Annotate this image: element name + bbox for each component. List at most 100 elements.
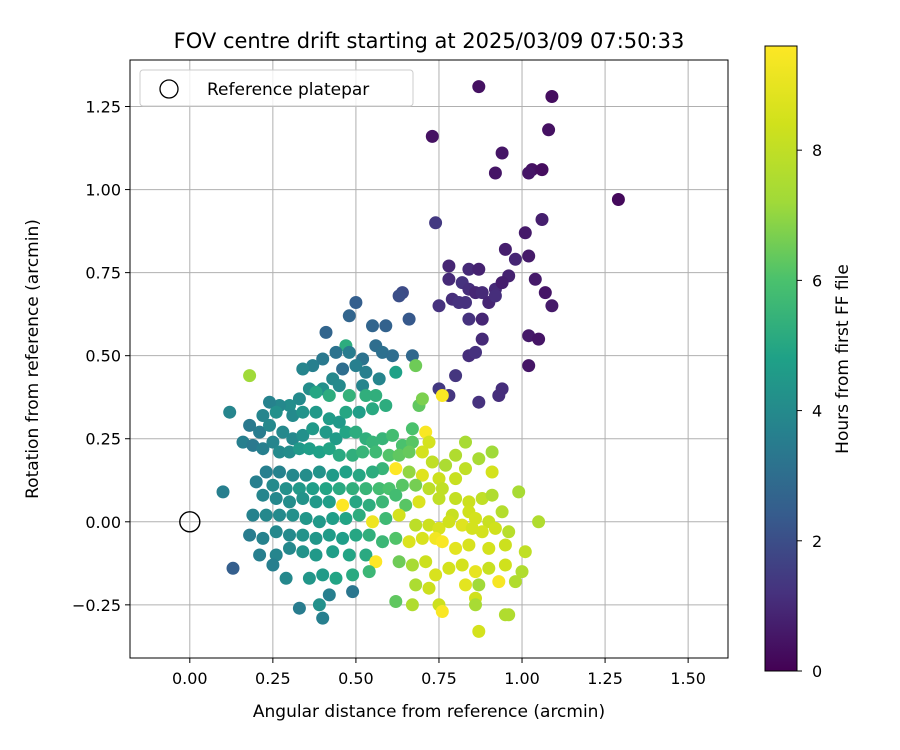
data-point [312, 515, 326, 529]
data-point [386, 349, 399, 363]
data-point [372, 372, 386, 386]
data-point [376, 462, 389, 476]
legend: Reference platepar [139, 69, 414, 107]
data-point [522, 359, 536, 373]
data-point [459, 578, 472, 592]
data-point [389, 462, 403, 476]
data-point [435, 482, 449, 496]
data-point [309, 548, 323, 562]
data-point [432, 521, 446, 535]
data-point [392, 508, 406, 522]
x-tick-label: 0.25 [255, 669, 291, 688]
data-point [402, 535, 416, 549]
data-point [366, 435, 379, 449]
data-point [336, 362, 350, 376]
data-point [299, 512, 313, 525]
data-point [498, 538, 512, 552]
data-point [442, 561, 456, 575]
data-point [296, 528, 310, 542]
data-point [309, 405, 323, 419]
data-point [332, 482, 346, 496]
data-point [359, 365, 373, 379]
data-point [329, 571, 343, 585]
reference-marker-layer [179, 511, 201, 533]
data-point [286, 508, 300, 522]
data-point [419, 555, 433, 569]
y-axis-ticks: −0.25 0.00 0.25 0.50 0.75 1.00 1.25 [72, 98, 130, 615]
data-point [518, 545, 532, 559]
data-point [352, 508, 366, 522]
data-point [515, 565, 529, 579]
data-point [532, 332, 546, 346]
data-point [349, 359, 363, 373]
data-point [498, 242, 512, 256]
data-point [273, 465, 286, 479]
data-point [522, 329, 536, 343]
data-point [263, 418, 276, 432]
x-axis-ticks: 0.00 0.25 0.50 0.75 1.00 1.25 1.50 [172, 658, 706, 688]
data-point [455, 518, 469, 532]
data-point [492, 575, 506, 589]
data-point [459, 435, 472, 449]
data-point [459, 462, 472, 476]
y-tick-label: 1.25 [85, 98, 121, 117]
data-point [319, 425, 333, 439]
data-point [292, 601, 306, 615]
data-point [395, 478, 409, 492]
data-point [269, 492, 283, 505]
colorbar-tick-label: 2 [812, 532, 822, 551]
data-point [359, 389, 373, 402]
data-point [432, 492, 446, 505]
data-point [498, 558, 512, 572]
data-point [502, 525, 516, 539]
data-point [316, 611, 330, 625]
data-point [442, 259, 456, 273]
data-point [535, 163, 549, 177]
data-point [435, 389, 449, 402]
data-point [425, 455, 439, 469]
data-point [302, 442, 316, 456]
data-point [279, 482, 293, 496]
data-point [362, 565, 376, 579]
y-tick-label: 0.00 [85, 513, 121, 532]
data-point [349, 296, 363, 309]
data-point [246, 438, 260, 452]
data-point [545, 90, 559, 103]
data-point [482, 541, 496, 555]
data-point [269, 525, 283, 539]
data-point [409, 478, 423, 492]
data-point [329, 345, 343, 359]
data-point [322, 412, 336, 426]
data-point [322, 495, 336, 509]
data-point [492, 389, 506, 402]
data-point [296, 405, 310, 419]
data-point [462, 495, 476, 509]
data-point [322, 389, 336, 402]
data-point [359, 482, 373, 496]
data-point [243, 418, 257, 432]
data-point [332, 448, 346, 462]
data-point [389, 531, 403, 545]
data-points [216, 80, 625, 638]
data-point [322, 528, 336, 542]
data-point [306, 359, 320, 373]
data-point [376, 535, 389, 549]
data-point [292, 392, 306, 406]
data-point [286, 468, 300, 482]
data-point [346, 585, 360, 599]
data-point [336, 498, 350, 512]
data-point [402, 445, 416, 459]
colorbar-tick-label: 0 [812, 662, 822, 681]
data-point [326, 545, 340, 559]
data-point [339, 465, 353, 479]
data-point [532, 515, 546, 529]
data-point [372, 482, 386, 496]
data-point [475, 492, 489, 505]
data-point [376, 432, 389, 446]
data-point [462, 312, 476, 326]
data-point [522, 166, 536, 180]
data-point [306, 422, 320, 436]
data-point [469, 512, 482, 525]
data-point [465, 521, 479, 535]
